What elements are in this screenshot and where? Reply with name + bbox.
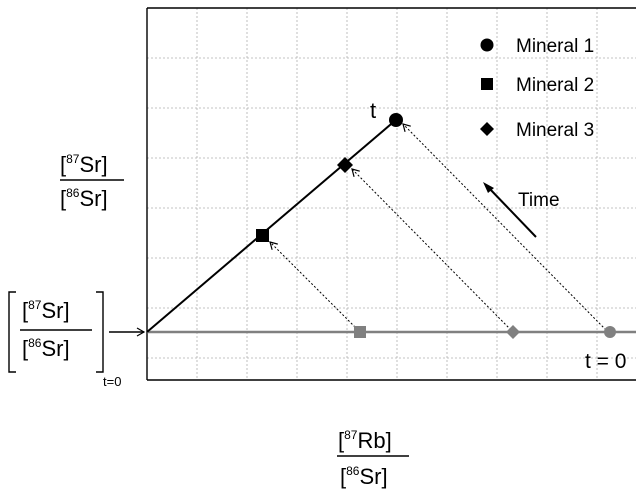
evolution-paths [269,123,607,331]
svg-text:[87Sr]: [87Sr] [22,298,70,323]
legend-label-mineral-2: Mineral 2 [516,75,594,96]
mineral-3-t0-marker [506,325,520,339]
svg-text:[86Sr]: [86Sr] [60,186,108,211]
evolution-path-mineral-3 [351,168,512,331]
right-bracket [96,291,104,373]
diamond-icon [480,122,494,136]
evolution-path-mineral-1 [402,123,607,331]
plot-grid [147,8,636,380]
svg-text:[86Sr]: [86Sr] [22,336,70,361]
mineral-3-t-marker [337,157,353,173]
time-arrow-head [483,182,494,193]
time-arrow-label: Time [518,190,560,211]
mineral-1-t0-marker [604,326,616,338]
circle-icon [480,38,494,52]
initial-ratio-label: [87Sr] [86Sr] t=0 [8,291,146,389]
t-label: t [370,98,376,123]
isochron-t-line [146,118,398,333]
mineral-2-t0-marker [354,326,366,338]
legend-label-mineral-3: Mineral 3 [516,120,594,141]
square-icon [481,78,493,90]
time-arrow: Time [483,182,560,238]
legend-label-mineral-1: Mineral 1 [516,36,594,57]
svg-text:[86Sr]: [86Sr] [340,464,388,489]
mineral-2-t-marker [256,229,269,242]
plot-frame [146,7,636,381]
svg-text:[87Sr]: [87Sr] [60,152,108,177]
svg-text:[87Rb]: [87Rb] [338,428,392,453]
legend: Mineral 1 Mineral 2 Mineral 3 [480,36,594,141]
x-axis-label: [87Rb] [86Sr] [337,428,409,489]
initial-ratio-subscript: t=0 [103,374,121,389]
left-bracket [8,291,16,373]
mineral-1-t-marker [389,113,403,127]
t-zero-label: t = 0 [585,350,626,373]
y-axis-label: [87Sr] [86Sr] [60,152,124,211]
evolution-path-mineral-2 [269,241,359,331]
